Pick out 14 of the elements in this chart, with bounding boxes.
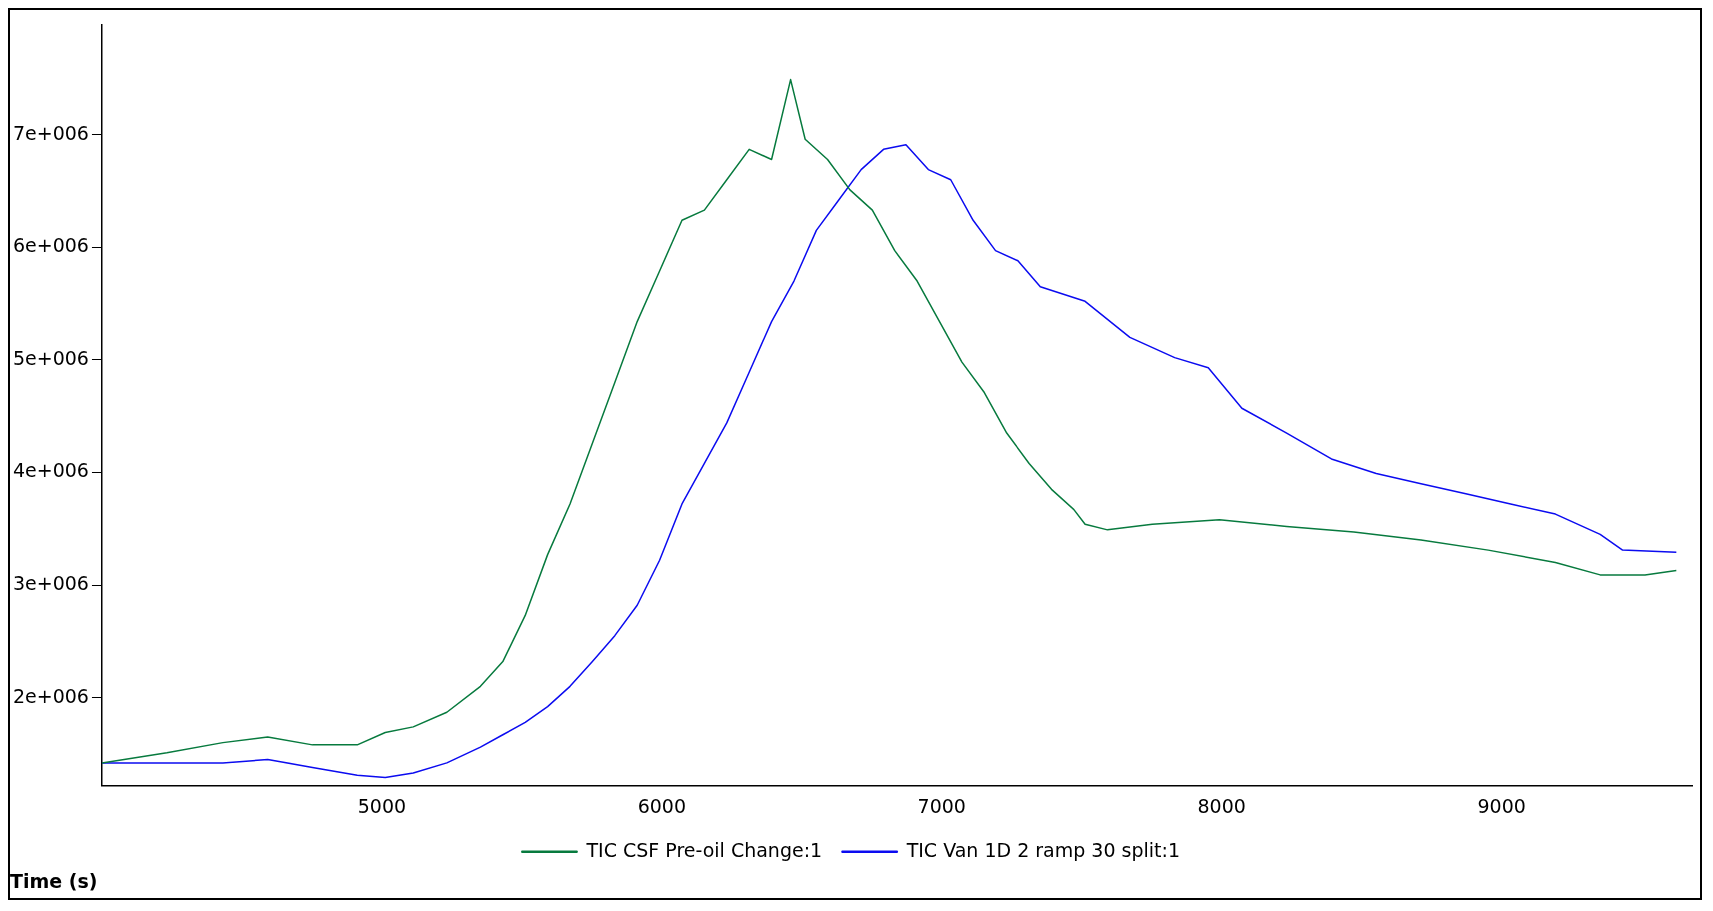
y-tick-label: 2e+006 [12,684,89,707]
x-tick-label: 6000 [637,794,687,817]
legend-label: TIC CSF Pre-oil Change:1 [585,838,823,861]
y-tick-label: 4e+006 [12,459,89,482]
legend-label: TIC Van 1D 2 ramp 30 split:1 [905,838,1181,861]
y-tick-label: 3e+006 [12,571,89,594]
y-tick-label: 5e+006 [12,346,89,369]
x-axis-title: Time (s) [10,869,98,892]
y-tick-label: 6e+006 [12,234,89,257]
x-tick-label: 8000 [1197,794,1246,817]
x-tick-label: 9000 [1477,794,1526,817]
y-tick-label: 7e+006 [12,121,89,144]
x-tick-label: 5000 [357,794,407,817]
x-tick-label: 7000 [917,794,966,817]
